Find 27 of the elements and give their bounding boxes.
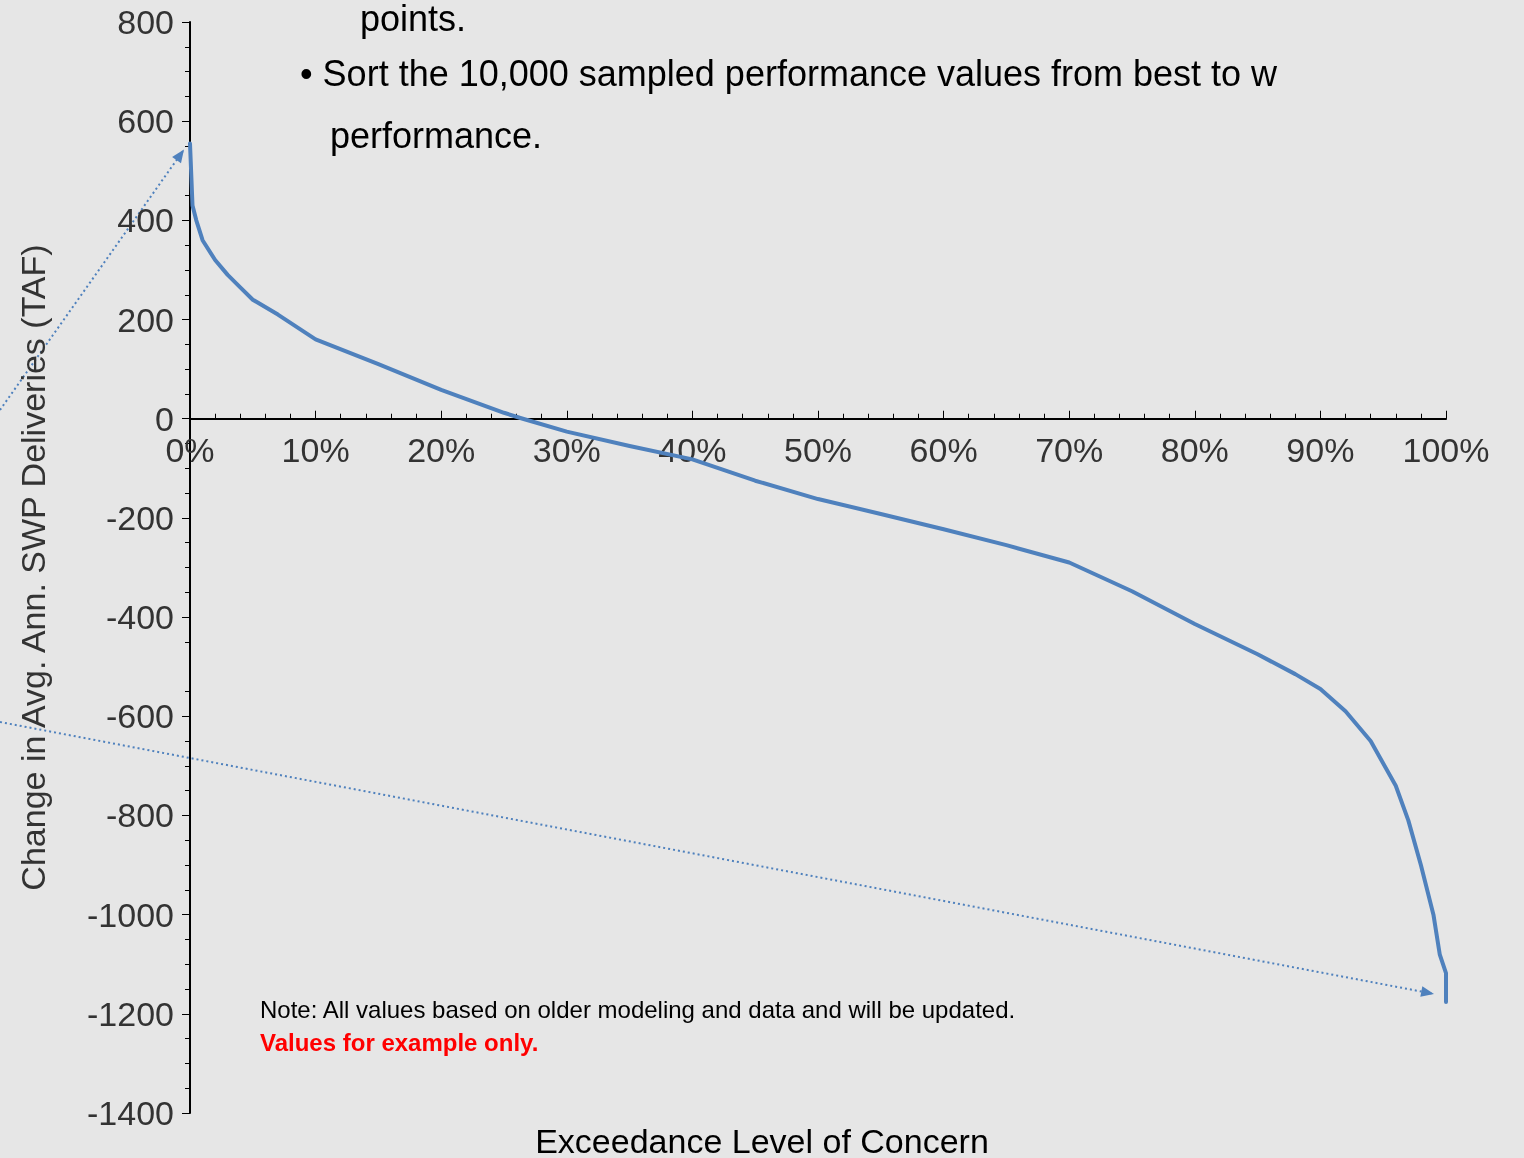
x-tick-label: 50%	[783, 430, 853, 469]
annotation: Values for example only.	[260, 1028, 539, 1056]
annotation: points.	[360, 0, 467, 39]
y-tick-label: -1200	[87, 994, 174, 1033]
x-axis-title: Exceedance Level of Concern	[535, 1122, 989, 1158]
y-tick-label: -400	[105, 598, 174, 637]
y-tick-label: 200	[117, 300, 174, 339]
annotation: • Sort the 10,000 sampled performance values from best to w performance.	[300, 52, 1279, 156]
x-tick-label: 80%	[1160, 430, 1229, 469]
y-axis-title: Change in Avg. Ann. SWP Deliveries (TAF)	[14, 244, 52, 891]
x-tick-label: 30%	[532, 430, 601, 469]
x-tick-label: 70%	[1035, 430, 1104, 469]
y-tick-label: -1400	[87, 1094, 174, 1132]
annotation: Note: All values based on older modeling and data and will be updated.	[260, 995, 1016, 1023]
x-tick-label: 60%	[909, 430, 978, 469]
x-tick-label: 90%	[1286, 430, 1355, 469]
y-tick-label: 600	[117, 102, 174, 141]
y-tick-label: -200	[105, 498, 174, 537]
y-tick-label: 800	[117, 3, 174, 41]
y-tick-label: -600	[105, 697, 174, 736]
x-tick-label: 20%	[407, 430, 476, 469]
y-tick-label: 400	[117, 201, 174, 240]
x-tick-label: 100%	[1402, 430, 1490, 469]
x-tick-label: 10%	[281, 430, 350, 469]
y-tick-label: -800	[105, 796, 174, 835]
y-tick-label: 0	[155, 399, 174, 438]
y-tick-label: -1000	[87, 895, 174, 934]
